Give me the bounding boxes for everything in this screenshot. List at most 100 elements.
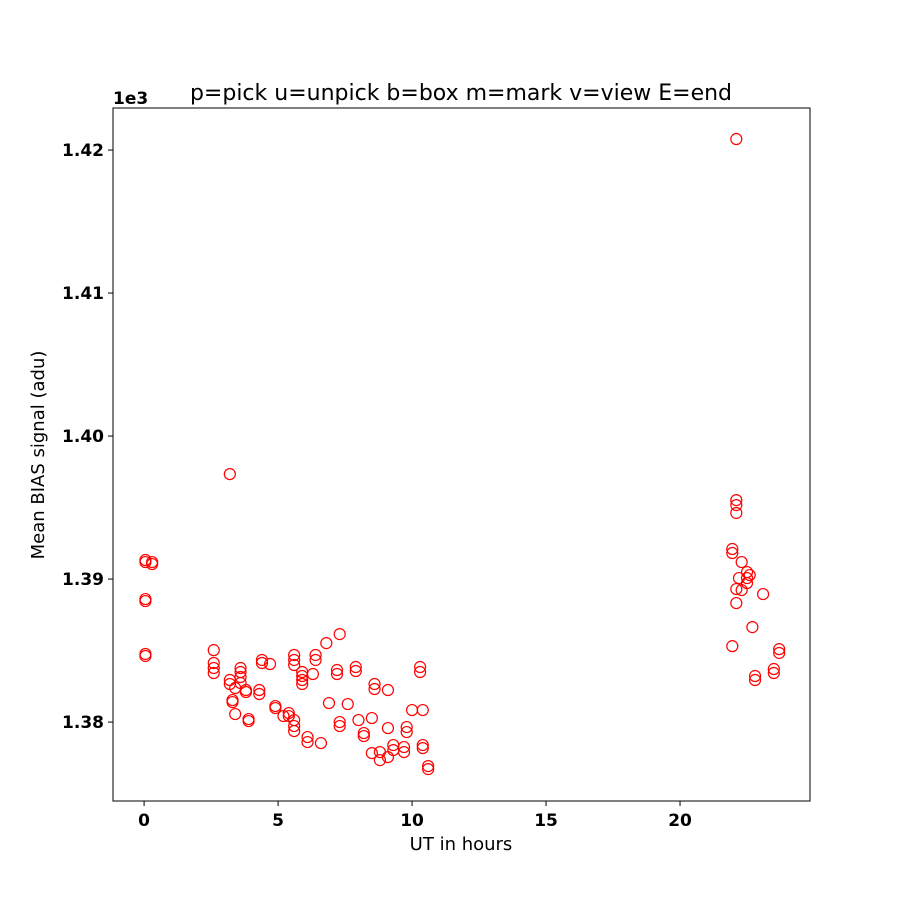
point xyxy=(416,703,429,717)
point xyxy=(735,555,748,569)
point xyxy=(726,640,739,653)
point xyxy=(146,557,159,571)
x-tick-label: 10 xyxy=(400,811,424,831)
point xyxy=(288,648,301,662)
point xyxy=(381,683,395,697)
x-tick-label: 15 xyxy=(534,811,558,831)
point xyxy=(207,644,220,657)
point xyxy=(397,740,411,754)
x-tick-label: 0 xyxy=(138,811,150,831)
point xyxy=(405,703,419,717)
point xyxy=(422,763,435,776)
point xyxy=(333,628,346,641)
point xyxy=(726,542,739,556)
point xyxy=(368,677,381,691)
point xyxy=(207,666,220,680)
point xyxy=(333,719,346,733)
point xyxy=(341,697,354,711)
point xyxy=(269,701,282,715)
point xyxy=(746,621,759,634)
point xyxy=(730,596,743,610)
point xyxy=(229,707,242,721)
point xyxy=(139,594,152,608)
point xyxy=(767,666,780,680)
point xyxy=(255,656,269,670)
point xyxy=(314,736,328,750)
point xyxy=(413,665,427,679)
point xyxy=(234,661,247,675)
point xyxy=(253,683,266,697)
y-offset-text: 1e3 xyxy=(113,89,148,109)
point xyxy=(413,660,427,674)
point xyxy=(296,673,309,687)
chart-title: p=pick u=unpick b=box m=mark v=view E=en… xyxy=(190,81,732,106)
point xyxy=(242,714,255,728)
point xyxy=(288,719,301,733)
point xyxy=(288,724,301,738)
x-axis-label: UT in hours xyxy=(410,834,513,855)
point xyxy=(381,721,395,735)
point xyxy=(226,695,239,709)
x-tick-label: 20 xyxy=(668,811,692,831)
point xyxy=(320,637,333,650)
y-tick-label: 1.39 xyxy=(62,570,104,590)
y-tick-label: 1.40 xyxy=(62,427,104,447)
point xyxy=(288,653,301,667)
point xyxy=(239,685,253,699)
point xyxy=(207,656,220,670)
point xyxy=(301,735,314,749)
point xyxy=(730,506,743,520)
point xyxy=(234,670,247,684)
plot-frame xyxy=(112,107,811,802)
point xyxy=(306,667,320,681)
point xyxy=(726,546,739,560)
point xyxy=(400,720,413,734)
point xyxy=(743,568,756,582)
point xyxy=(773,646,786,660)
y-tick-label: 1.42 xyxy=(62,141,104,161)
point xyxy=(365,746,378,760)
point xyxy=(422,760,435,773)
point xyxy=(730,132,743,146)
point xyxy=(357,729,370,743)
point xyxy=(296,677,309,691)
point xyxy=(748,673,762,687)
point xyxy=(288,658,301,672)
point xyxy=(349,664,362,678)
point xyxy=(748,669,762,683)
point xyxy=(365,711,378,725)
point xyxy=(309,653,322,667)
point xyxy=(757,587,770,601)
x-tick-label: 5 xyxy=(272,811,284,831)
point xyxy=(301,730,314,744)
point xyxy=(767,662,780,676)
point xyxy=(416,741,429,755)
y-tick-label: 1.41 xyxy=(62,284,104,304)
point xyxy=(255,653,269,667)
point xyxy=(730,494,743,507)
point xyxy=(263,657,277,671)
point xyxy=(357,726,370,740)
point xyxy=(373,754,387,767)
y-tick-label: 1.38 xyxy=(62,713,104,733)
point xyxy=(740,571,754,585)
point xyxy=(397,745,411,759)
point xyxy=(139,649,152,663)
point xyxy=(416,738,429,752)
point xyxy=(352,713,365,727)
point xyxy=(330,663,344,677)
point xyxy=(400,725,413,739)
y-axis-label: Mean BIAS signal (adu) xyxy=(28,351,49,560)
point xyxy=(349,660,362,674)
point xyxy=(333,715,346,729)
point xyxy=(740,576,754,590)
point xyxy=(322,696,336,710)
point xyxy=(309,648,322,662)
point xyxy=(139,555,152,569)
point xyxy=(730,582,743,596)
point xyxy=(773,643,786,656)
point xyxy=(223,467,236,481)
point xyxy=(330,667,344,681)
point xyxy=(253,687,266,701)
point xyxy=(730,499,743,512)
